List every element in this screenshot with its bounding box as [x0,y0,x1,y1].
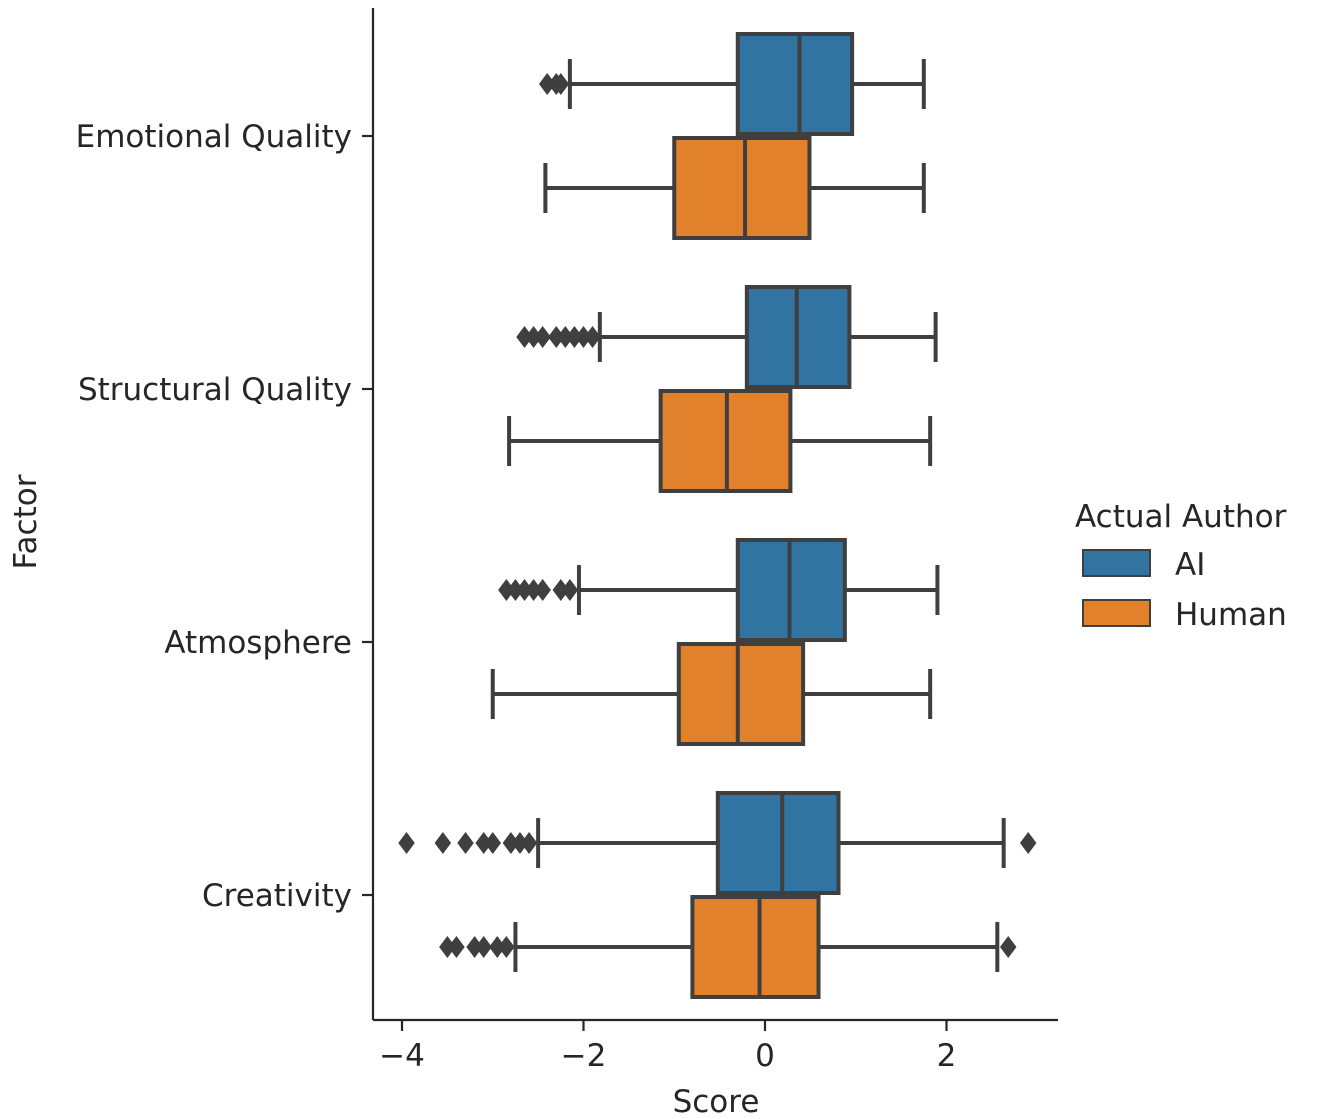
outlier-point [489,936,506,958]
x-tick-label: 0 [755,1038,775,1074]
outlier-point [548,326,565,348]
outlier-point [538,73,556,95]
box-ai-3 [398,791,1037,895]
box-human-0 [543,136,926,240]
outlier-point [534,326,551,348]
legend-swatch-human [1082,599,1151,627]
box-iqr [735,32,855,136]
outlier-point [439,936,456,958]
legend-label-human: Human [1175,597,1287,633]
outlier-point [434,832,452,854]
outlier-point [516,579,533,601]
box-ai-2 [498,538,940,642]
plot-marks [398,32,1037,999]
outlier-point [457,832,474,854]
y-tick-label: Structural Quality [78,372,352,408]
box-ai-0 [538,32,926,136]
y-tick-label: Atmosphere [164,625,352,661]
outlier-point [520,832,538,854]
legend: Actual Author AI Human [1075,499,1287,633]
outlier-point [448,936,465,958]
outlier-point [498,579,515,601]
box-iqr [672,136,812,240]
x-axis-ticks: −4 −2 0 2 [379,1020,956,1074]
box-ai-1 [516,285,938,389]
outlier-point [584,326,601,348]
outlier-point [561,579,579,601]
y-tick-label: Emotional Quality [76,119,352,155]
outlier-point [475,936,492,958]
x-tick-label: −2 [561,1038,607,1074]
x-tick-label: 2 [937,1038,957,1074]
outlier-point [557,326,574,348]
y-axis-ticks: Emotional Quality Structural Quality Atmos… [76,119,373,914]
outlier-point [552,73,570,95]
legend-swatch-ai [1082,549,1151,577]
outlier-point [507,579,524,601]
y-axis-label: Factor [8,474,44,569]
legend-label-ai: AI [1175,547,1205,583]
box-human-1 [507,389,933,493]
y-tick-label: Creativity [202,878,352,914]
outlier-point [511,832,529,854]
legend-title: Actual Author [1075,499,1287,535]
box-iqr [715,791,841,895]
box-iqr [690,895,821,999]
outlier-point [575,326,592,348]
outlier-point [566,326,583,348]
x-axis-label: Score [673,1084,760,1119]
outlier-point [498,936,515,958]
outlier-point [466,936,483,958]
box-iqr [676,642,806,746]
outlier-point [999,936,1017,958]
x-tick-label: −4 [379,1038,425,1074]
outlier-point [525,579,542,601]
outlier-point [525,326,542,348]
outlier-point [484,832,501,854]
outlier-point [1019,832,1037,854]
outlier-point [516,326,533,348]
outlier-point [552,579,570,601]
box-human-2 [490,642,933,746]
outlier-point [398,832,415,854]
outlier-point [475,832,492,854]
box-human-3 [439,895,1017,999]
outlier-point [502,832,520,854]
outlier-point [534,579,551,601]
